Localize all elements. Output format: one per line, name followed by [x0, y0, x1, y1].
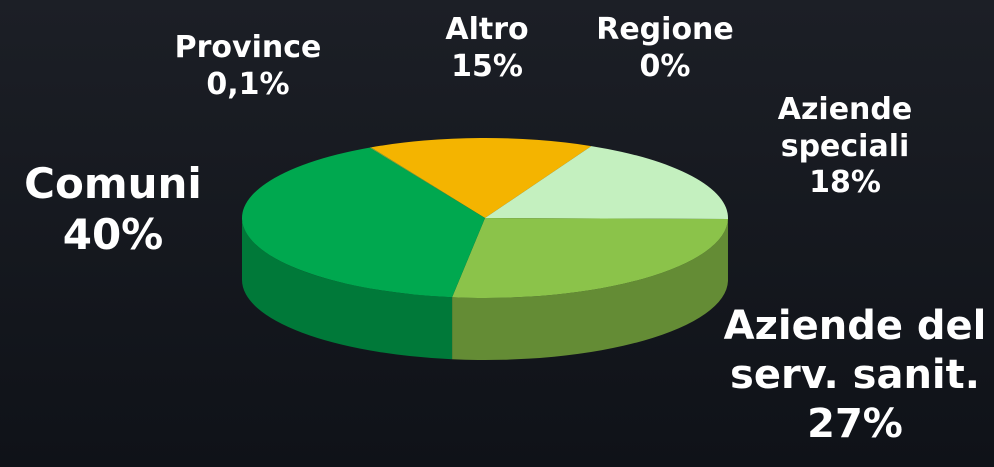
- value-label: 27%: [807, 400, 903, 447]
- category-label: Aziende speciali: [777, 92, 913, 164]
- value-label: 0%: [639, 48, 691, 84]
- category-label: Comuni: [24, 159, 202, 208]
- pie-slice-side: [242, 218, 453, 360]
- value-label: 15%: [451, 48, 523, 84]
- pie-slice: [369, 147, 485, 218]
- slice-label: Comuni 40%: [3, 158, 223, 260]
- slice-label: Altro 15%: [387, 12, 587, 85]
- slice-label: Aziende speciali 18%: [755, 92, 935, 202]
- slice-label: Aziende del serv. sanit. 27%: [718, 302, 993, 448]
- category-label: Aziende del serv. sanit.: [723, 303, 987, 398]
- pie-slice: [370, 138, 592, 218]
- pie-slice: [485, 146, 729, 219]
- value-label: 0,1%: [206, 66, 290, 102]
- category-label: Regione: [596, 12, 734, 47]
- slice-label: Province 0,1%: [138, 30, 358, 103]
- value-label: 40%: [62, 210, 164, 260]
- pie-slice-side: [452, 218, 728, 360]
- category-label: Altro: [445, 12, 529, 47]
- category-label: Province: [174, 30, 322, 65]
- pie-slice: [241, 147, 485, 298]
- value-label: 18%: [809, 165, 881, 201]
- pie-slice: [452, 218, 728, 298]
- slice-label: Regione 0%: [565, 12, 765, 85]
